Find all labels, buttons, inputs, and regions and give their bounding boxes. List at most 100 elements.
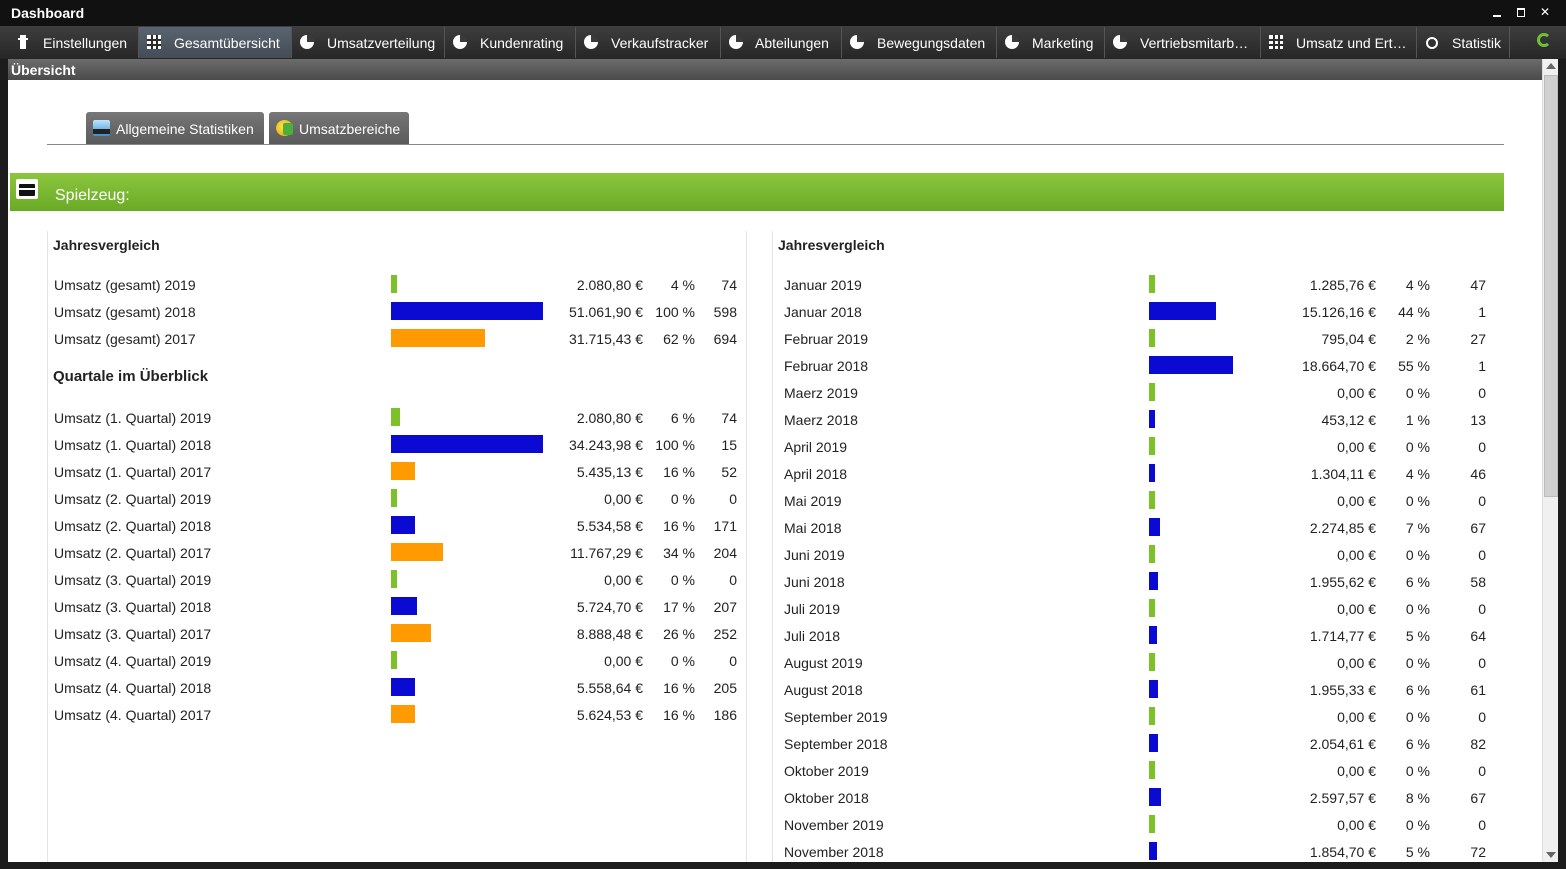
row-count: 15 <box>721 437 737 453</box>
tab-vertriebsmitarbeiter[interactable]: Vertriebsmitarb… <box>1105 27 1261 58</box>
stat-row: April 2018 1.304,11 € 4 % 46 <box>784 464 1486 491</box>
tab-kundenrating[interactable]: Kundenrating <box>445 27 576 58</box>
row-label: September 2019 <box>784 709 888 725</box>
value-bar <box>1149 464 1155 482</box>
row-count: 52 <box>721 464 737 480</box>
tab-label: Umsatzverteilung <box>327 35 436 51</box>
value-bar <box>1149 383 1155 401</box>
tab-label: Umsatz und Ert… <box>1296 35 1407 51</box>
value-bar <box>1149 680 1158 698</box>
row-count: 72 <box>1470 844 1486 860</box>
row-label: Mai 2018 <box>784 520 842 536</box>
subtab-umsatzbereiche[interactable]: Umsatzbereiche <box>269 112 409 144</box>
row-value: 0,00 € <box>1337 763 1376 779</box>
row-count: 61 <box>1470 682 1486 698</box>
row-percent: 6 % <box>670 410 695 426</box>
value-bar <box>1149 518 1160 536</box>
row-value: 5.558,64 € <box>576 680 643 696</box>
stat-row: Januar 2018 15.126,16 € 44 % 1 <box>784 302 1486 329</box>
row-value: 795,04 € <box>1321 331 1377 347</box>
row-percent: 44 % <box>1398 304 1430 320</box>
stats-card-icon <box>93 120 110 136</box>
vertical-scrollbar[interactable] <box>1542 59 1558 862</box>
row-label: Umsatz (4. Quartal) 2017 <box>54 707 212 723</box>
tab-bewegungsdaten[interactable]: Bewegungsdaten <box>842 27 997 58</box>
stat-row: Umsatz (gesamt) 2017 31.715,43 € 62 % 694 <box>54 329 737 356</box>
stat-row: Juli 2018 1.714,77 € 5 % 64 <box>784 626 1486 653</box>
stat-row: Umsatz (4. Quartal) 2019 0,00 € 0 % 0 <box>54 651 737 678</box>
row-value: 31.715,43 € <box>569 331 643 347</box>
row-percent: 17 % <box>663 599 695 615</box>
subtab-allgemeine-statistiken[interactable]: Allgemeine Statistiken <box>86 112 264 144</box>
stat-row: Umsatz (3. Quartal) 2019 0,00 € 0 % 0 <box>54 570 737 597</box>
stat-row: Umsatz (4. Quartal) 2017 5.624,53 € 16 % 18… <box>54 705 737 732</box>
row-count: 694 <box>713 331 737 347</box>
stat-row: April 2019 0,00 € 0 % 0 <box>784 437 1486 464</box>
tab-gesamtuebersicht[interactable]: Gesamtübersicht <box>139 27 292 58</box>
tab-marketing[interactable]: Marketing <box>997 27 1105 58</box>
stat-row: Umsatz (2. Quartal) 2019 0,00 € 0 % 0 <box>54 489 737 516</box>
value-bar <box>1149 842 1157 860</box>
row-label: Umsatz (gesamt) 2017 <box>54 331 196 347</box>
row-value: 0,00 € <box>1337 817 1376 833</box>
row-value: 0,00 € <box>1337 385 1376 401</box>
row-value: 0,00 € <box>1337 547 1376 563</box>
value-bar <box>391 462 415 480</box>
section-header: Übersicht <box>8 59 1558 80</box>
row-count: 0 <box>1478 601 1486 617</box>
scrollbar-thumb[interactable] <box>1544 75 1558 497</box>
value-bar <box>1149 815 1155 833</box>
row-percent: 6 % <box>1405 682 1430 698</box>
row-value: 5.534,58 € <box>576 518 643 534</box>
row-value: 8.888,48 € <box>576 626 643 642</box>
pie-chart-icon <box>1005 35 1019 49</box>
row-label: November 2018 <box>784 844 884 860</box>
scroll-up-icon[interactable] <box>1546 63 1556 69</box>
minimize-icon[interactable] <box>1490 5 1504 19</box>
quarter-title: Quartale im Überblick <box>53 368 209 385</box>
row-percent: 16 % <box>663 464 695 480</box>
left-panel: Jahresvergleich Umsatz (gesamt) 2019 2.08… <box>47 231 747 862</box>
row-count: 46 <box>1470 466 1486 482</box>
row-count: 0 <box>729 572 737 588</box>
value-bar <box>1149 275 1155 293</box>
tab-label: Kundenrating <box>480 35 564 51</box>
row-value: 15.126,16 € <box>1302 304 1376 320</box>
tab-label: Einstellungen <box>43 35 128 51</box>
scroll-down-icon[interactable] <box>1546 852 1556 858</box>
stat-row: Februar 2019 795,04 € 2 % 27 <box>784 329 1486 356</box>
tab-statistik[interactable]: Statistik <box>1417 27 1510 58</box>
row-percent: 4 % <box>670 277 695 293</box>
pie-chart-icon <box>729 35 743 49</box>
stat-row: Umsatz (3. Quartal) 2018 5.724,70 € 17 % 20… <box>54 597 737 624</box>
tab-label: Vertriebsmitarb… <box>1140 35 1249 51</box>
value-bar <box>1149 491 1155 509</box>
tab-umsatzverteilung[interactable]: Umsatzverteilung <box>292 27 445 58</box>
grid-icon <box>147 35 161 49</box>
row-count: 205 <box>713 680 737 696</box>
tab-einstellungen[interactable]: Einstellungen <box>8 27 139 58</box>
close-icon[interactable]: ✕ <box>1539 5 1551 19</box>
tab-verkaufstracker[interactable]: Verkaufstracker <box>576 27 721 58</box>
row-count: 74 <box>721 410 737 426</box>
row-count: 0 <box>1478 817 1486 833</box>
pie-chart-icon <box>300 35 314 49</box>
row-count: 82 <box>1470 736 1486 752</box>
row-percent: 7 % <box>1405 520 1430 536</box>
stat-row: Mai 2019 0,00 € 0 % 0 <box>784 491 1486 518</box>
row-count: 204 <box>713 545 737 561</box>
refresh-icon[interactable] <box>1537 33 1551 47</box>
row-count: 1 <box>1478 358 1486 374</box>
maximize-icon[interactable] <box>1514 5 1528 19</box>
stat-row: Umsatz (2. Quartal) 2017 11.767,29 € 34 % 2… <box>54 543 737 570</box>
stat-row: Umsatz (gesamt) 2018 51.061,90 € 100 % 598 <box>54 302 737 329</box>
row-label: Umsatz (1. Quartal) 2017 <box>54 464 212 480</box>
stat-row: Maerz 2018 453,12 € 1 % 13 <box>784 410 1486 437</box>
tab-umsatz-und-ertrag[interactable]: Umsatz und Ert… <box>1261 27 1417 58</box>
row-label: Oktober 2018 <box>784 790 869 806</box>
row-percent: 0 % <box>1405 385 1430 401</box>
row-label: Mai 2019 <box>784 493 842 509</box>
row-value: 0,00 € <box>604 572 643 588</box>
tab-abteilungen[interactable]: Abteilungen <box>721 27 842 58</box>
stat-row: Juni 2019 0,00 € 0 % 0 <box>784 545 1486 572</box>
